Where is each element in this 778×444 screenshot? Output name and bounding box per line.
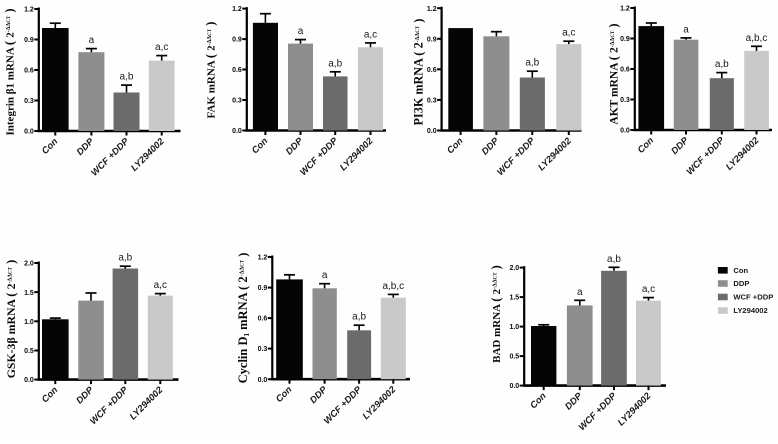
svg-text:a,c: a,c	[154, 280, 167, 291]
svg-text:a,b: a,b	[118, 253, 132, 264]
svg-text:a,b: a,b	[120, 72, 134, 83]
svg-text:Con: Con	[733, 266, 748, 275]
svg-text:a: a	[683, 24, 689, 35]
svg-text:0.6: 0.6	[620, 67, 630, 74]
svg-text:1.5: 1.5	[509, 295, 519, 302]
svg-text:a,c: a,c	[364, 29, 377, 40]
svg-text:0.9: 0.9	[24, 37, 34, 44]
svg-text:0.0: 0.0	[258, 377, 268, 384]
svg-text:2.0: 2.0	[24, 261, 34, 268]
svg-text:a,b: a,b	[525, 58, 539, 69]
svg-text:a,b: a,b	[328, 58, 342, 69]
svg-text:1.2: 1.2	[232, 6, 242, 13]
svg-text:0.3: 0.3	[427, 98, 437, 105]
svg-text:0.0: 0.0	[427, 128, 437, 135]
svg-text:0.6: 0.6	[232, 67, 242, 74]
svg-text:a,b: a,b	[607, 254, 621, 265]
svg-text:0.9: 0.9	[427, 36, 437, 43]
svg-text:a: a	[322, 270, 328, 281]
svg-text:BAD mRNA ( 2-ΔΔCT ): BAD mRNA ( 2-ΔΔCT )	[489, 265, 503, 363]
svg-text:0.9: 0.9	[258, 285, 268, 292]
svg-text:GSK-3β mRNA ( 2-ΔΔCT ): GSK-3β mRNA ( 2-ΔΔCT )	[4, 260, 18, 379]
svg-text:0.9: 0.9	[232, 37, 242, 44]
svg-text:0.3: 0.3	[258, 346, 268, 353]
svg-text:LY294002: LY294002	[733, 306, 767, 315]
svg-text:Integrin β1 mRNA ( 2-ΔΔCT ): Integrin β1 mRNA ( 2-ΔΔCT )	[3, 8, 17, 135]
svg-text:2.0: 2.0	[509, 265, 519, 272]
svg-text:1.2: 1.2	[24, 7, 34, 14]
svg-text:Cyclin D1 mRNA ( 2-ΔΔCT ): Cyclin D1 mRNA ( 2-ΔΔCT )	[236, 253, 251, 384]
svg-text:a,b,c: a,b,c	[382, 281, 404, 292]
svg-text:PI3K mRNA ( 2-ΔΔCT ): PI3K mRNA ( 2-ΔΔCT )	[412, 19, 426, 126]
svg-text:0.6: 0.6	[24, 68, 34, 75]
svg-text:a,b: a,b	[352, 312, 366, 323]
svg-text:0.0: 0.0	[24, 377, 34, 384]
svg-text:FAK mRNA ( 2-ΔΔCT ): FAK mRNA ( 2-ΔΔCT )	[204, 22, 218, 119]
svg-text:0.0: 0.0	[232, 128, 242, 135]
svg-text:a,b: a,b	[715, 59, 729, 70]
svg-text:1.2: 1.2	[620, 6, 630, 13]
svg-text:a: a	[298, 26, 304, 37]
svg-text:a: a	[89, 35, 95, 46]
svg-text:WCF +DDP: WCF +DDP	[733, 293, 773, 302]
svg-text:0.5: 0.5	[24, 348, 34, 355]
svg-text:1.5: 1.5	[24, 290, 34, 297]
svg-text:0.3: 0.3	[620, 97, 630, 104]
svg-text:0.0: 0.0	[24, 129, 34, 136]
svg-text:a: a	[577, 287, 583, 298]
svg-text:1.2: 1.2	[258, 255, 268, 262]
svg-text:1.0: 1.0	[509, 324, 519, 331]
svg-text:AKT mRNA ( 2-ΔΔCT ): AKT mRNA ( 2-ΔΔCT )	[607, 23, 621, 124]
svg-text:0.3: 0.3	[24, 98, 34, 105]
svg-text:a,c: a,c	[642, 284, 655, 295]
svg-text:0.9: 0.9	[620, 36, 630, 43]
svg-text:0.0: 0.0	[620, 128, 630, 135]
svg-text:DDP: DDP	[733, 279, 749, 288]
svg-text:0.6: 0.6	[258, 316, 268, 323]
svg-text:0.6: 0.6	[427, 67, 437, 74]
svg-text:0.0: 0.0	[509, 383, 519, 390]
svg-text:1.2: 1.2	[427, 6, 437, 13]
svg-text:1.0: 1.0	[24, 319, 34, 326]
svg-text:0.5: 0.5	[509, 354, 519, 361]
svg-text:a,c: a,c	[155, 42, 168, 53]
svg-text:a,c: a,c	[562, 28, 575, 39]
svg-text:0.3: 0.3	[232, 98, 242, 105]
svg-text:a,b,c: a,b,c	[746, 33, 768, 44]
